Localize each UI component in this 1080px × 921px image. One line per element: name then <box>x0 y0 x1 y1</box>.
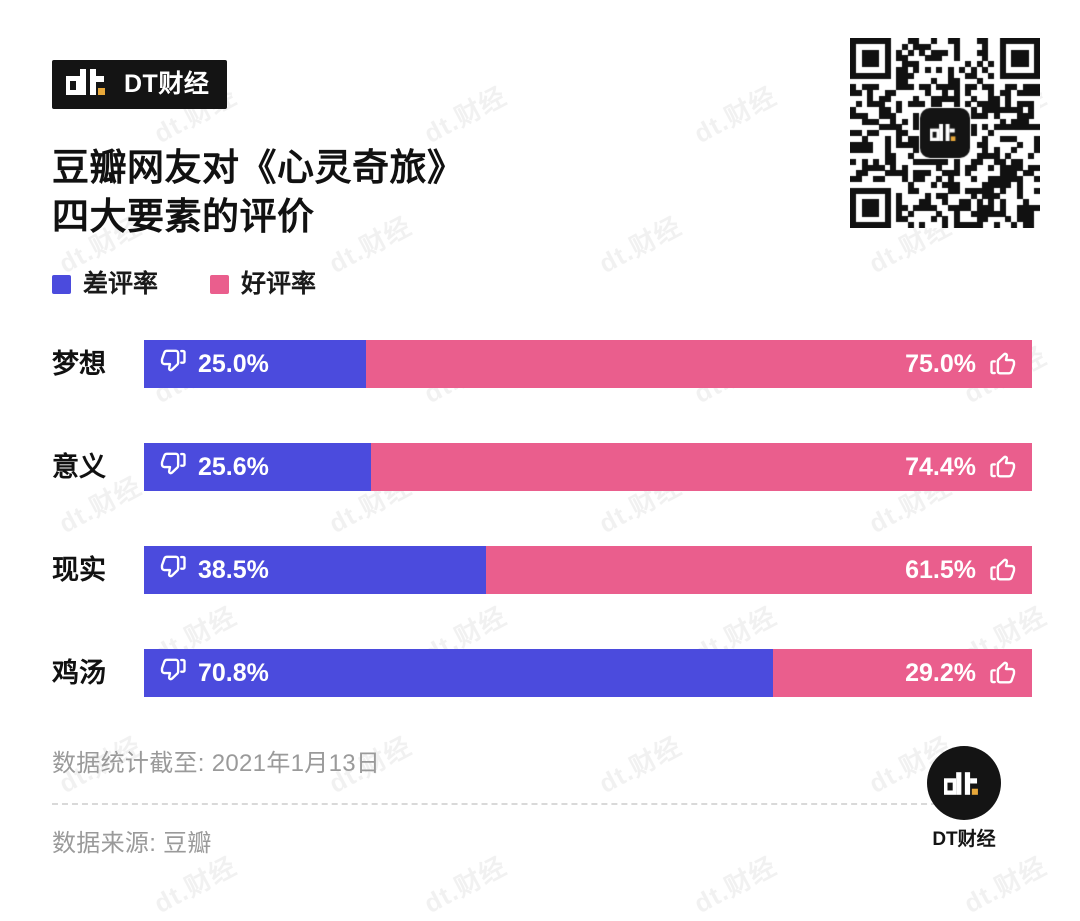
dt-logo-icon <box>66 69 112 100</box>
bar-segment-negative[interactable]: 25.0% <box>144 340 366 388</box>
bar-track: 25.0% 75.0% <box>144 340 1032 388</box>
bar-segment-positive[interactable]: 61.5% <box>485 546 1032 594</box>
bar-track: 25.6% 74.4% <box>144 443 1032 491</box>
footer-divider <box>52 803 977 805</box>
bar-value-negative: 38.5% <box>198 555 269 584</box>
bar-category-label: 意义 <box>52 451 106 482</box>
bar-segment-negative[interactable]: 38.5% <box>144 546 486 594</box>
legend-item-positive[interactable]: 好评率 <box>210 272 316 297</box>
thumbs-down-icon <box>158 656 188 691</box>
bar-value-positive: 29.2% <box>905 658 976 687</box>
page-title-line-1: 豆瓣网友对《心灵奇旅》 <box>52 147 465 188</box>
page-title: 豆瓣网友对《心灵奇旅》 四大要素的评价 <box>52 143 752 241</box>
bar-segment-negative[interactable]: 70.8% <box>144 649 773 697</box>
qr-code-image <box>850 38 1040 228</box>
bar-row: 鸡汤 70.8% 29.2% <box>52 649 1032 697</box>
chart-legend: 差评率 好评率 <box>52 272 316 297</box>
bar-value-negative: 25.6% <box>198 452 269 481</box>
bar-row: 意义 25.6% 74.4% <box>52 443 1032 491</box>
infographic-page: DT财经 豆瓣网友对《心灵奇旅》 四大要素的评价 差评率 好评率 梦想 25.0%… <box>52 38 1040 857</box>
thumbs-down-icon <box>158 553 188 588</box>
footer-source: 数据来源: 豆瓣 <box>52 830 212 857</box>
bar-segment-positive[interactable]: 75.0% <box>366 340 1032 388</box>
bar-category-label: 鸡汤 <box>52 657 106 688</box>
bar-segment-negative[interactable]: 25.6% <box>144 443 372 491</box>
bar-category-label: 现实 <box>52 554 106 585</box>
brand-badge: DT财经 <box>52 60 228 109</box>
bar-value-positive: 74.4% <box>905 452 976 481</box>
footer: 数据统计截至: 2021年1月13日 数据来源: 豆瓣 DT财经 <box>52 746 1028 857</box>
bar-value-positive: 61.5% <box>905 555 976 584</box>
bar-row: 现实 38.5% 61.5% <box>52 546 1032 594</box>
thumbs-down-icon <box>158 347 188 382</box>
thumbs-up-icon <box>988 553 1018 588</box>
bar-value-positive: 75.0% <box>905 349 976 378</box>
legend-item-negative[interactable]: 差评率 <box>52 272 158 297</box>
legend-swatch-negative <box>52 275 71 294</box>
header: DT财经 豆瓣网友对《心灵奇旅》 四大要素的评价 <box>52 60 1012 266</box>
legend-label-positive: 好评率 <box>241 270 317 298</box>
dt-logo-icon-circle <box>927 746 1001 820</box>
footer-logo-name: DT财经 <box>932 829 996 850</box>
bar-track: 70.8% 29.2% <box>144 649 1032 697</box>
legend-swatch-positive <box>210 275 230 294</box>
thumbs-up-icon <box>988 347 1018 382</box>
bar-segment-positive[interactable]: 29.2% <box>772 649 1032 697</box>
bar-track: 38.5% 61.5% <box>144 546 1032 594</box>
bar-row: 梦想 25.0% 75.0% <box>52 340 1032 388</box>
page-title-line-2: 四大要素的评价 <box>52 196 315 238</box>
bar-value-negative: 25.0% <box>198 349 269 378</box>
brand-name: DT财经 <box>124 70 210 98</box>
footer-logo: DT财经 <box>908 746 1020 849</box>
footer-stat-date: 数据统计截至: 2021年1月13日 <box>52 750 381 777</box>
bar-segment-positive[interactable]: 74.4% <box>371 443 1032 491</box>
thumbs-down-icon <box>158 450 188 485</box>
thumbs-up-icon <box>988 656 1018 691</box>
thumbs-up-icon <box>988 450 1018 485</box>
bar-category-label: 梦想 <box>52 348 106 379</box>
legend-label-negative: 差评率 <box>83 270 159 298</box>
qr-code[interactable] <box>850 38 1040 228</box>
bar-value-negative: 70.8% <box>198 658 269 687</box>
stacked-bar-chart: 梦想 25.0% 75.0% 意义 25.6% 74.4% 现实 38.5% 61.5% 鸡汤 70… <box>52 340 1032 697</box>
